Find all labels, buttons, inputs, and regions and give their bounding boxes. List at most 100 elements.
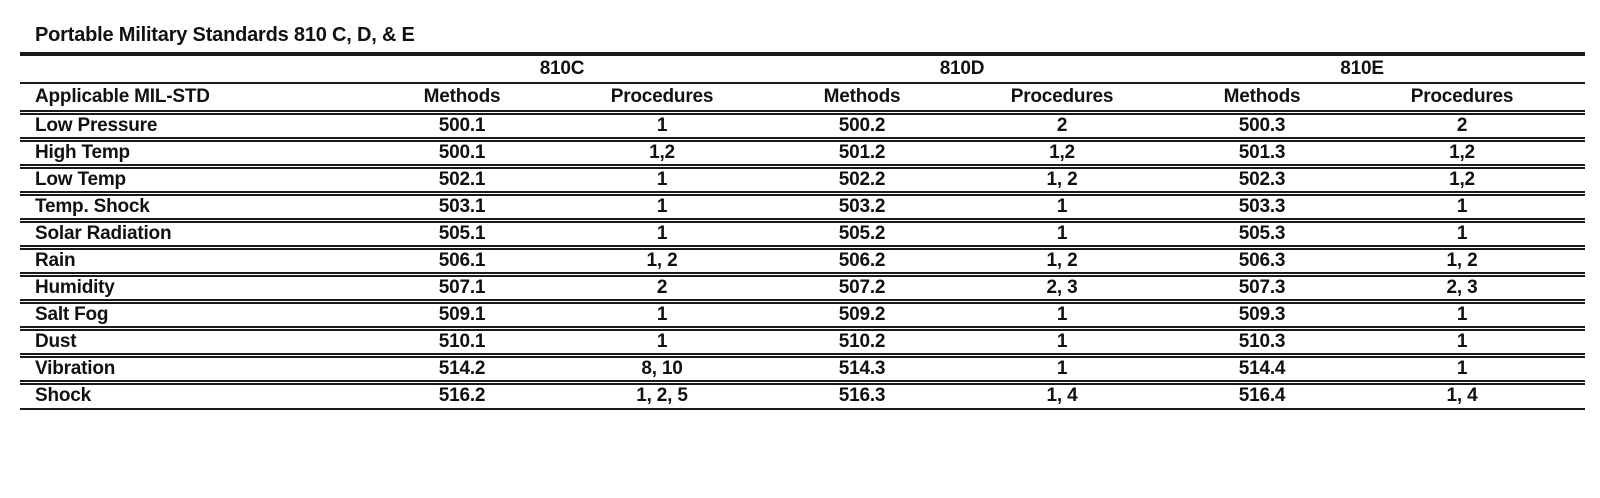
spacer bbox=[1562, 139, 1585, 166]
procedures-cell: 1 bbox=[1456, 330, 1468, 352]
procedures-cell: 1 bbox=[656, 114, 668, 136]
methods-cell: 516.4 bbox=[1238, 385, 1286, 407]
methods-cell: 506.2 bbox=[838, 249, 886, 271]
methods-cell: 502.2 bbox=[838, 168, 886, 190]
methods-cell: 502.1 bbox=[438, 168, 486, 190]
group-header-empty bbox=[20, 54, 362, 83]
spacer bbox=[1562, 328, 1585, 355]
row-label: Solar Radiation bbox=[35, 222, 172, 244]
methods-cell: 505.3 bbox=[1238, 222, 1286, 244]
column-header-procedures-810e: Procedures bbox=[1410, 85, 1514, 107]
methods-cell: 514.4 bbox=[1238, 357, 1286, 379]
procedures-cell: 1 bbox=[656, 330, 668, 352]
procedures-cell: 1 bbox=[1056, 195, 1068, 217]
methods-cell: 503.2 bbox=[838, 195, 886, 217]
table-row: Solar Radiation 505.1 1 505.2 1 505.3 1 bbox=[20, 220, 1586, 247]
methods-cell: 516.3 bbox=[838, 385, 886, 407]
methods-cell: 500.3 bbox=[1238, 114, 1286, 136]
procedures-cell: 1, 2 bbox=[646, 249, 678, 271]
column-header-methods-810d: Methods bbox=[823, 85, 901, 107]
column-header-methods-810e: Methods bbox=[1223, 85, 1301, 107]
procedures-cell: 2 bbox=[1056, 114, 1068, 136]
table-row: Salt Fog 509.1 1 509.2 1 509.3 1 bbox=[20, 301, 1586, 328]
group-header-810d: 810D bbox=[939, 58, 985, 79]
methods-cell: 501.2 bbox=[838, 141, 886, 163]
procedures-cell: 1 bbox=[1056, 222, 1068, 244]
procedures-cell: 1,2 bbox=[1449, 141, 1475, 163]
table-title: Portable Military Standards 810 C, D, & … bbox=[35, 24, 415, 46]
methods-cell: 506.3 bbox=[1238, 249, 1286, 271]
row-label: Humidity bbox=[35, 276, 115, 298]
methods-cell: 509.1 bbox=[438, 303, 486, 325]
methods-cell: 505.1 bbox=[438, 222, 486, 244]
procedures-cell: 1,2 bbox=[649, 141, 675, 163]
procedures-cell: 1, 4 bbox=[1046, 385, 1078, 407]
methods-cell: 500.2 bbox=[838, 114, 886, 136]
column-header-procedures-810d: Procedures bbox=[1010, 85, 1114, 107]
spacer bbox=[1562, 274, 1585, 301]
row-label: Temp. Shock bbox=[35, 195, 150, 217]
procedures-cell: 1 bbox=[1056, 303, 1068, 325]
procedures-cell: 1 bbox=[1456, 222, 1468, 244]
procedures-cell: 2 bbox=[1456, 114, 1468, 136]
group-header-810e: 810E bbox=[1340, 58, 1384, 79]
spacer bbox=[1562, 220, 1585, 247]
procedures-cell: 2, 3 bbox=[1046, 276, 1078, 298]
methods-cell: 510.2 bbox=[838, 330, 886, 352]
row-label: Shock bbox=[35, 385, 92, 407]
procedures-cell: 1,2 bbox=[1449, 168, 1475, 190]
procedures-cell: 8, 10 bbox=[641, 357, 683, 379]
procedures-cell: 1, 4 bbox=[1446, 385, 1478, 407]
methods-cell: 509.2 bbox=[838, 303, 886, 325]
table-row: Rain 506.1 1, 2 506.2 1, 2 506.3 1, 2 bbox=[20, 247, 1586, 274]
table-row: Humidity 507.1 2 507.2 2, 3 507.3 2, 3 bbox=[20, 274, 1586, 301]
procedures-cell: 2 bbox=[656, 276, 668, 298]
methods-cell: 510.1 bbox=[438, 330, 486, 352]
spacer bbox=[1562, 247, 1585, 274]
table-row: Low Pressure 500.1 1 500.2 2 500.3 2 bbox=[20, 112, 1586, 139]
methods-cell: 516.2 bbox=[438, 385, 486, 407]
table-body: Low Pressure 500.1 1 500.2 2 500.3 2 High Temp 5… bbox=[20, 112, 1586, 409]
procedures-cell: 1 bbox=[1056, 357, 1068, 379]
spacer bbox=[1562, 301, 1585, 328]
table-row: Dust 510.1 1 510.2 1 510.3 1 bbox=[20, 328, 1586, 355]
group-header-810c: 810C bbox=[539, 58, 585, 79]
spacer bbox=[1562, 193, 1585, 220]
table-row: Shock 516.2 1, 2, 5 516.3 1, 4 516.4 1, 4 bbox=[20, 382, 1585, 409]
procedures-cell: 1, 2 bbox=[1446, 249, 1478, 271]
table-row: Temp. Shock 503.1 1 503.2 1 503.3 1 bbox=[20, 193, 1586, 220]
methods-cell: 507.1 bbox=[438, 276, 486, 298]
methods-cell: 507.3 bbox=[1238, 276, 1286, 298]
procedures-cell: 1 bbox=[656, 168, 668, 190]
row-label: Vibration bbox=[35, 357, 116, 379]
methods-cell: 505.2 bbox=[838, 222, 886, 244]
column-header-procedures-810c: Procedures bbox=[610, 85, 714, 107]
spacer bbox=[1562, 54, 1585, 83]
column-header-methods-810c: Methods bbox=[423, 85, 501, 107]
row-label: High Temp bbox=[35, 141, 130, 163]
mil-std-table: 810C 810D 810E Applicable MIL-STD Method… bbox=[20, 52, 1586, 410]
methods-cell: 507.2 bbox=[838, 276, 886, 298]
spacer bbox=[1562, 382, 1585, 409]
methods-cell: 514.2 bbox=[438, 357, 486, 379]
document-sheet: Portable Military Standards 810 C, D, & … bbox=[20, 0, 1586, 410]
procedures-cell: 1, 2 bbox=[1046, 249, 1078, 271]
methods-cell: 501.3 bbox=[1238, 141, 1286, 163]
methods-cell: 503.3 bbox=[1238, 195, 1286, 217]
procedures-cell: 1 bbox=[656, 222, 668, 244]
methods-cell: 503.1 bbox=[438, 195, 486, 217]
methods-cell: 502.3 bbox=[1238, 168, 1286, 190]
procedures-cell: 1, 2, 5 bbox=[636, 385, 688, 407]
methods-cell: 514.3 bbox=[838, 357, 886, 379]
table-row: Vibration 514.2 8, 10 514.3 1 514.4 1 bbox=[20, 355, 1586, 382]
procedures-cell: 1,2 bbox=[1049, 141, 1075, 163]
methods-cell: 506.1 bbox=[438, 249, 486, 271]
procedures-cell: 1 bbox=[1456, 195, 1468, 217]
column-header-mil-std: Applicable MIL-STD bbox=[35, 85, 210, 107]
row-label: Low Pressure bbox=[35, 114, 158, 136]
table-row: High Temp 500.1 1,2 501.2 1,2 501.3 1,2 bbox=[20, 139, 1586, 166]
row-label: Dust bbox=[35, 330, 77, 352]
spacer bbox=[1562, 355, 1585, 382]
procedures-cell: 1, 2 bbox=[1046, 168, 1078, 190]
